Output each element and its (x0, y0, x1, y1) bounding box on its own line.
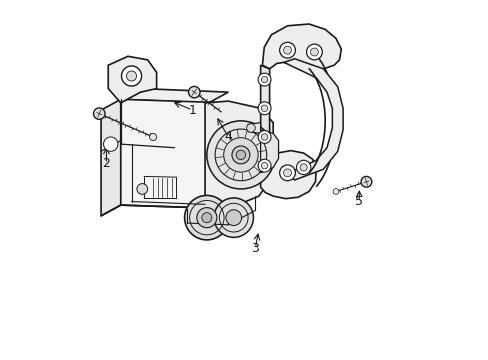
Circle shape (121, 66, 142, 86)
Circle shape (246, 124, 255, 132)
Polygon shape (121, 89, 228, 103)
Text: 3: 3 (251, 242, 259, 255)
Polygon shape (284, 59, 343, 180)
Circle shape (236, 150, 245, 159)
Polygon shape (121, 99, 228, 209)
Text: 1: 1 (188, 104, 196, 117)
Polygon shape (101, 99, 121, 216)
Circle shape (306, 44, 322, 60)
Polygon shape (260, 150, 316, 199)
Circle shape (93, 108, 105, 120)
Circle shape (300, 164, 306, 171)
Circle shape (214, 198, 253, 237)
Circle shape (231, 146, 249, 164)
Circle shape (196, 208, 217, 228)
Polygon shape (108, 56, 156, 103)
Circle shape (332, 189, 338, 194)
Text: 2: 2 (102, 157, 110, 170)
Text: 5: 5 (354, 195, 363, 208)
Polygon shape (204, 101, 273, 209)
Circle shape (261, 105, 267, 112)
Circle shape (103, 137, 118, 151)
Circle shape (258, 131, 270, 143)
Polygon shape (262, 24, 341, 69)
Circle shape (279, 42, 295, 58)
Circle shape (296, 160, 310, 175)
Circle shape (206, 121, 274, 189)
Polygon shape (247, 123, 260, 134)
Circle shape (258, 159, 270, 172)
Circle shape (360, 176, 371, 187)
Circle shape (258, 73, 270, 86)
Circle shape (261, 134, 267, 140)
Circle shape (149, 134, 156, 140)
Circle shape (202, 213, 211, 223)
Circle shape (283, 169, 291, 177)
Text: 4: 4 (224, 130, 232, 144)
Circle shape (279, 165, 295, 181)
Circle shape (283, 46, 291, 54)
Circle shape (258, 102, 270, 115)
Circle shape (188, 86, 200, 98)
Circle shape (261, 162, 267, 169)
Circle shape (225, 210, 241, 226)
Circle shape (184, 195, 228, 240)
Circle shape (261, 76, 267, 83)
Polygon shape (260, 130, 278, 173)
Polygon shape (260, 65, 269, 173)
Circle shape (310, 48, 318, 56)
Circle shape (223, 138, 258, 172)
Circle shape (137, 184, 147, 194)
Circle shape (126, 71, 136, 81)
